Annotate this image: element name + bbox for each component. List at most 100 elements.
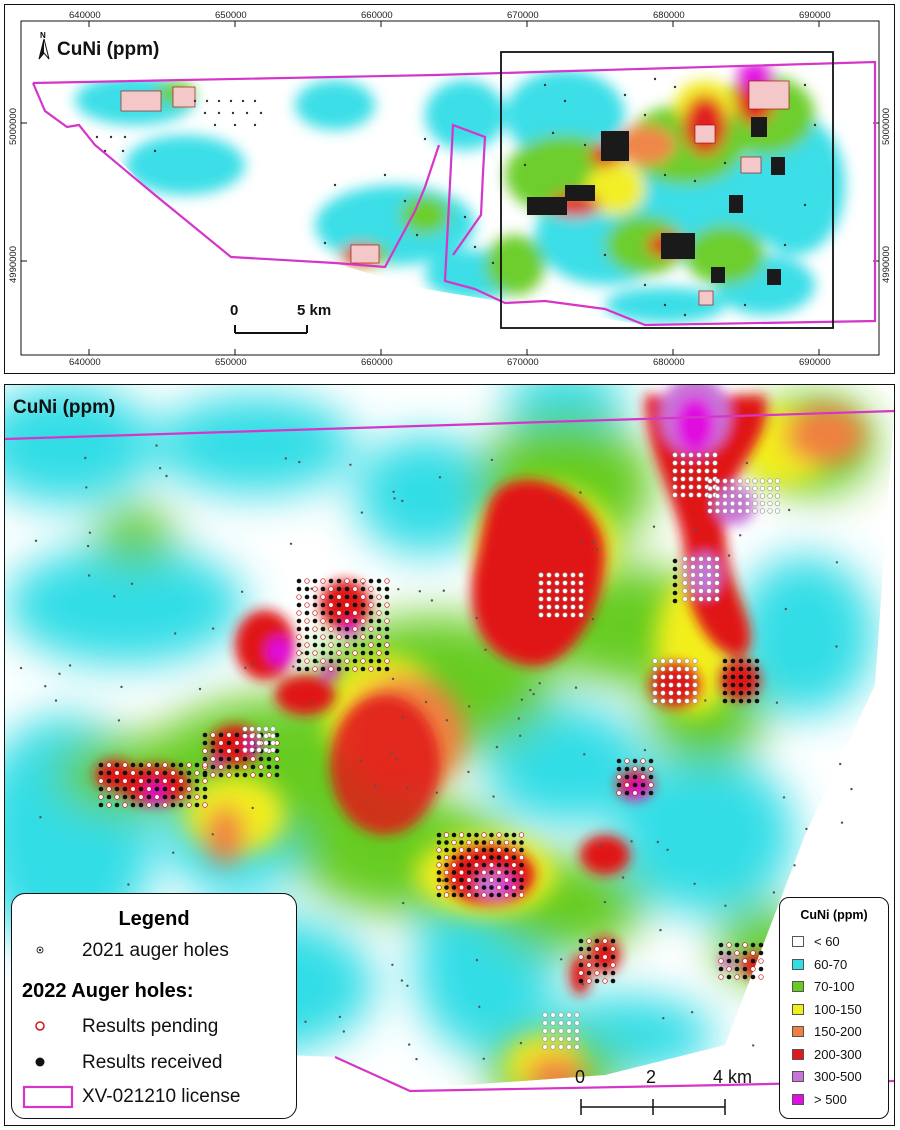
auger-hole-2021 <box>430 599 434 602</box>
auger-hole-2022 <box>558 1028 564 1034</box>
auger-hole-2021 <box>172 851 175 854</box>
auger-hole-2022 <box>481 854 487 861</box>
auger-hole-2022 <box>574 1028 580 1034</box>
auger-hole-2022 <box>566 1036 572 1042</box>
auger-hole-2022 <box>360 594 366 600</box>
auger-hole-2022 <box>296 578 302 584</box>
x-tick-label: 680000 <box>653 10 685 21</box>
auger-hole-2022 <box>690 564 696 570</box>
auger-hole-2022 <box>602 954 608 960</box>
auger-hole-2022 <box>624 782 630 788</box>
auger-hole-2022 <box>734 974 740 980</box>
auger-hole-2022 <box>242 756 248 762</box>
auger-hole-2022 <box>594 946 600 952</box>
auger-hole-2022 <box>336 594 342 600</box>
auger-hole-2022 <box>336 610 342 616</box>
auger-hole-2022 <box>688 468 694 474</box>
auger-hole-2022 <box>722 658 728 664</box>
auger-hole-2022 <box>320 586 326 592</box>
auger-hole-2022 <box>578 938 584 944</box>
auger-hole-2022 <box>304 602 310 608</box>
auger-hole-2022 <box>750 950 756 956</box>
auger-hole-2022 <box>518 832 525 838</box>
legend-2021-auger-label: 2021 auger holes <box>82 940 229 961</box>
auger-hole-2022 <box>274 756 280 762</box>
auger-hole-2022 <box>652 666 658 672</box>
auger-hole-2022 <box>774 500 781 507</box>
auger-hole-2022 <box>742 958 748 964</box>
auger-hole-2022 <box>304 634 310 640</box>
auger-hole-2022 <box>746 682 752 688</box>
auger-hole-2021 <box>284 457 287 460</box>
auger-hole-2022 <box>624 758 630 764</box>
auger-hole-2022 <box>296 618 302 624</box>
auger-hole-2021 <box>310 587 313 590</box>
auger-hole-2022 <box>194 762 200 768</box>
auger-hole-2022 <box>676 682 682 688</box>
x-tick-label: 670000 <box>507 10 539 21</box>
auger-hole-2021 <box>198 687 202 691</box>
auger-hole-2022 <box>170 794 176 800</box>
auger-hole-2021 <box>805 827 808 831</box>
auger-hole-2022 <box>602 970 608 976</box>
auger-hole-2021 <box>835 645 838 648</box>
auger-hole-2022 <box>684 674 690 680</box>
auger-hole-2022 <box>344 650 350 656</box>
auger-hole-2022 <box>660 682 666 688</box>
auger-hole-2022 <box>696 484 702 490</box>
auger-hole-2021 <box>484 648 487 651</box>
auger-hole-2022 <box>263 747 269 753</box>
auger-hole-2022 <box>162 794 168 800</box>
results-pending-symbol-icon <box>35 1021 45 1031</box>
auger-hole-2022 <box>586 946 592 952</box>
auger-hole-2022 <box>218 740 224 746</box>
auger-hole-2022 <box>436 870 442 875</box>
auger-hole-2021 <box>517 717 520 720</box>
auger-hole-2021 <box>468 705 471 708</box>
auger-hole-2022 <box>368 666 374 672</box>
auger-hole-2022 <box>688 492 694 498</box>
auger-hole-2022 <box>503 854 510 861</box>
auger-hole-2021 <box>254 746 257 749</box>
auger-hole-2022 <box>554 580 560 586</box>
auger-hole-2022 <box>718 966 724 972</box>
auger-hole-2022 <box>752 478 758 484</box>
auger-hole-2022 <box>489 892 494 898</box>
auger-hole-2022 <box>616 766 622 772</box>
x-tick-label: 660000 <box>361 357 393 368</box>
auger-hole-2022 <box>320 626 326 632</box>
auger-hole-2021 <box>580 539 583 542</box>
auger-hole-2022 <box>320 666 326 672</box>
auger-hole-2022 <box>328 586 334 592</box>
auger-hole-2022 <box>162 762 168 768</box>
auger-hole-2022 <box>154 762 160 768</box>
class-swatch <box>792 936 804 947</box>
auger-hole-2022 <box>746 666 752 672</box>
auger-hole-2022 <box>451 847 457 853</box>
auger-hole-2022 <box>752 500 758 507</box>
auger-hole-2022 <box>320 578 326 584</box>
auger-hole-2022 <box>722 674 728 680</box>
auger-hole-2022 <box>122 770 128 776</box>
auger-hole-2022 <box>574 1044 580 1050</box>
auger-hole-2022 <box>481 877 487 883</box>
auger-hole-2021 <box>298 460 301 464</box>
auger-hole-2022 <box>376 642 382 648</box>
auger-hole-2022 <box>668 682 674 688</box>
auger-hole-2022 <box>672 476 678 482</box>
auger-hole-2022 <box>752 485 758 492</box>
auger-hole-2022 <box>320 602 326 608</box>
auger-hole-2021 <box>304 1020 307 1023</box>
auger-hole-2022 <box>518 869 525 876</box>
auger-hole-2022 <box>730 674 736 680</box>
auger-hole-2022 <box>729 485 736 492</box>
auger-hole-2022 <box>742 942 748 948</box>
auger-hole-2022 <box>759 500 766 507</box>
auger-hole-2021 <box>300 651 304 655</box>
auger-hole-2022 <box>274 764 280 770</box>
auger-hole-2022 <box>256 740 262 746</box>
auger-hole-2022 <box>194 778 200 784</box>
auger-hole-2022 <box>178 786 184 792</box>
auger-hole-2022 <box>668 674 674 680</box>
auger-hole-2022 <box>146 762 152 768</box>
